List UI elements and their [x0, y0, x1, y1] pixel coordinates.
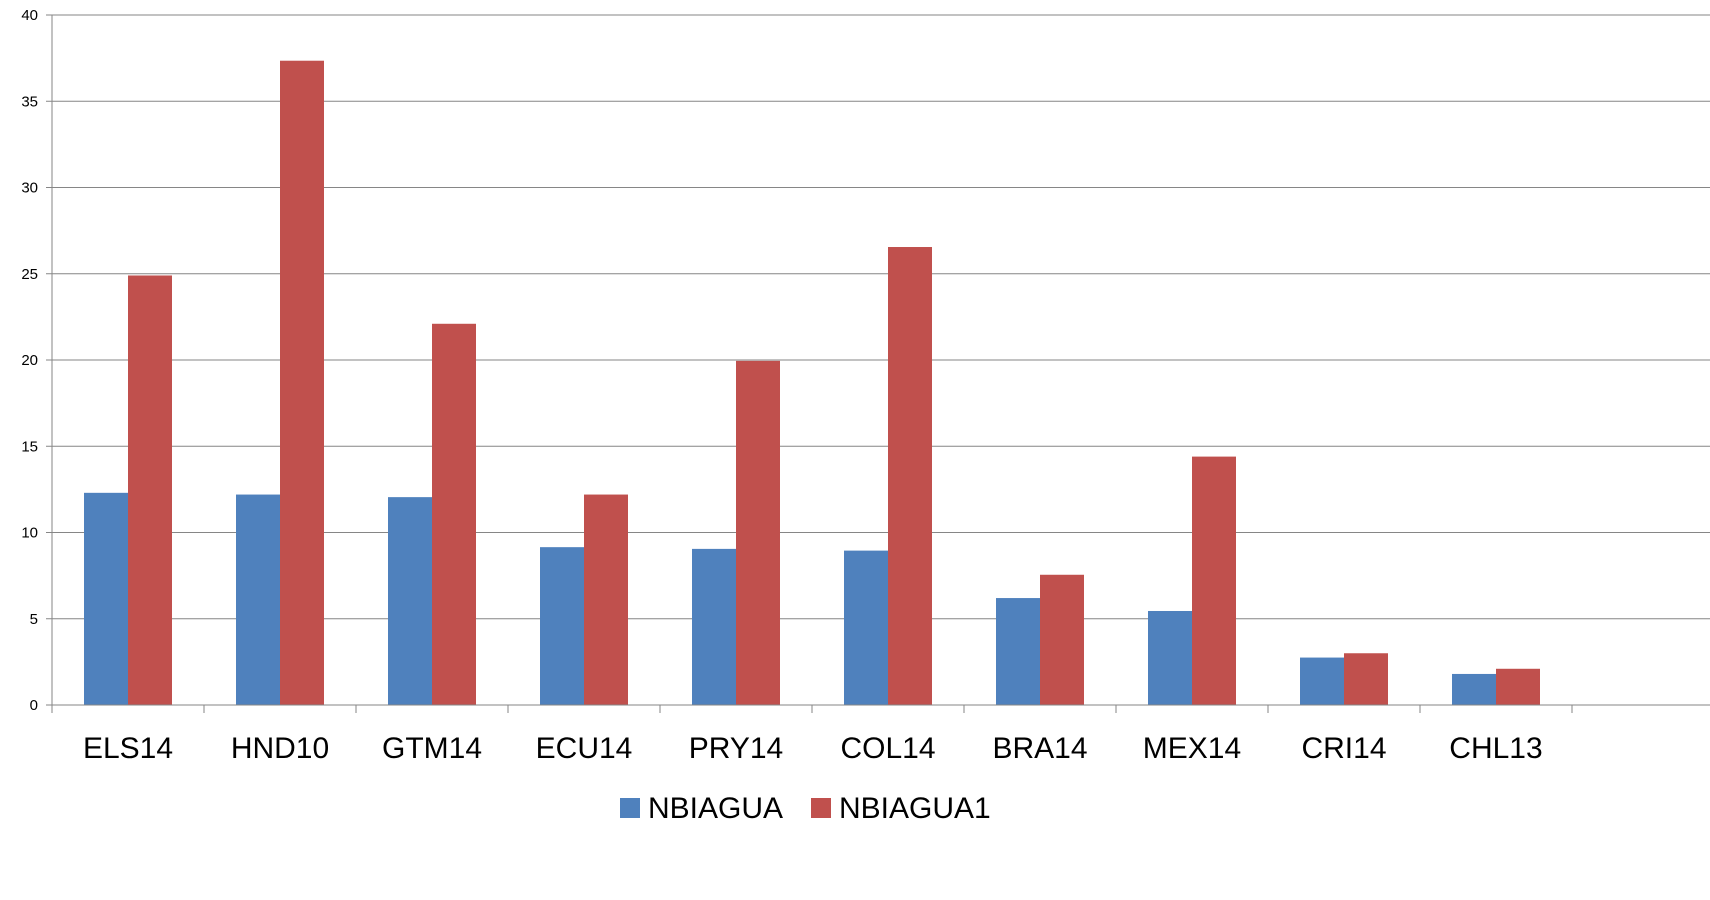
x-tick-label: CRI14: [1301, 732, 1386, 765]
y-tick-label: 30: [21, 180, 38, 197]
bar-nbiagua1-mex14: [1192, 456, 1236, 705]
y-tick-label: 10: [21, 525, 38, 542]
y-tick-labels: 0 5 10 15 20 25 30 35 40: [21, 7, 38, 714]
x-tick-labels: ELS14 HND10 GTM14 ECU14 PRY14 COL14 BRA14 MEX14…: [83, 732, 1543, 765]
gridlines: [52, 14, 1710, 620]
y-tick-label: 35: [21, 93, 38, 110]
axes: [46, 14, 1710, 713]
y-tick-label: 40: [21, 7, 38, 24]
bar-nbiagua-col14: [844, 550, 888, 705]
x-tick-label: GTM14: [382, 732, 482, 765]
y-tick-label: 25: [21, 266, 38, 283]
bar-nbiagua-gtm14: [388, 497, 432, 705]
bar-nbiagua-hnd10: [236, 494, 280, 705]
bar-nbiagua1-bra14: [1040, 574, 1084, 705]
legend-label-nbiagua: NBIAGUA: [648, 792, 783, 825]
bar-nbiagua-mex14: [1148, 610, 1192, 705]
legend-swatch-nbiagua1: [811, 798, 831, 818]
x-tick-label: BRA14: [992, 732, 1087, 765]
bar-nbiagua1-hnd10: [280, 60, 324, 705]
x-tick-label: CHL13: [1449, 732, 1542, 765]
bar-nbiagua1-els14: [128, 275, 172, 705]
y-tick-label: 0: [30, 697, 38, 714]
bar-nbiagua-els14: [84, 492, 128, 705]
bar-nbiagua-cri14: [1300, 657, 1344, 705]
bar-nbiagua-bra14: [996, 598, 1040, 705]
bar-nbiagua-chl13: [1452, 673, 1496, 705]
y-tick-label: 5: [30, 611, 38, 628]
bar-nbiagua-pry14: [692, 548, 736, 705]
bar-nbiagua1-col14: [888, 247, 932, 705]
x-tick-label: MEX14: [1143, 732, 1241, 765]
bar-nbiagua-ecu14: [540, 547, 584, 705]
bar-nbiagua1-ecu14: [584, 494, 628, 705]
legend-label-nbiagua1: NBIAGUA1: [839, 792, 991, 825]
bar-nbiagua1-gtm14: [432, 323, 476, 705]
bar-nbiagua1-pry14: [736, 360, 780, 705]
x-tick-label: ELS14: [83, 732, 173, 765]
x-tick-label: COL14: [840, 732, 935, 765]
x-tick-label: ECU14: [536, 732, 633, 765]
y-tick-label: 20: [21, 352, 38, 369]
x-tick-label: PRY14: [689, 732, 784, 765]
x-tick-label: HND10: [231, 732, 329, 765]
legend-swatch-nbiagua: [620, 798, 640, 818]
legend: NBIAGUA NBIAGUA1: [620, 792, 991, 825]
bar-nbiagua1-chl13: [1496, 668, 1540, 705]
bars: [84, 60, 1540, 705]
bar-nbiagua1-cri14: [1344, 653, 1388, 705]
y-tick-label: 15: [21, 438, 38, 455]
